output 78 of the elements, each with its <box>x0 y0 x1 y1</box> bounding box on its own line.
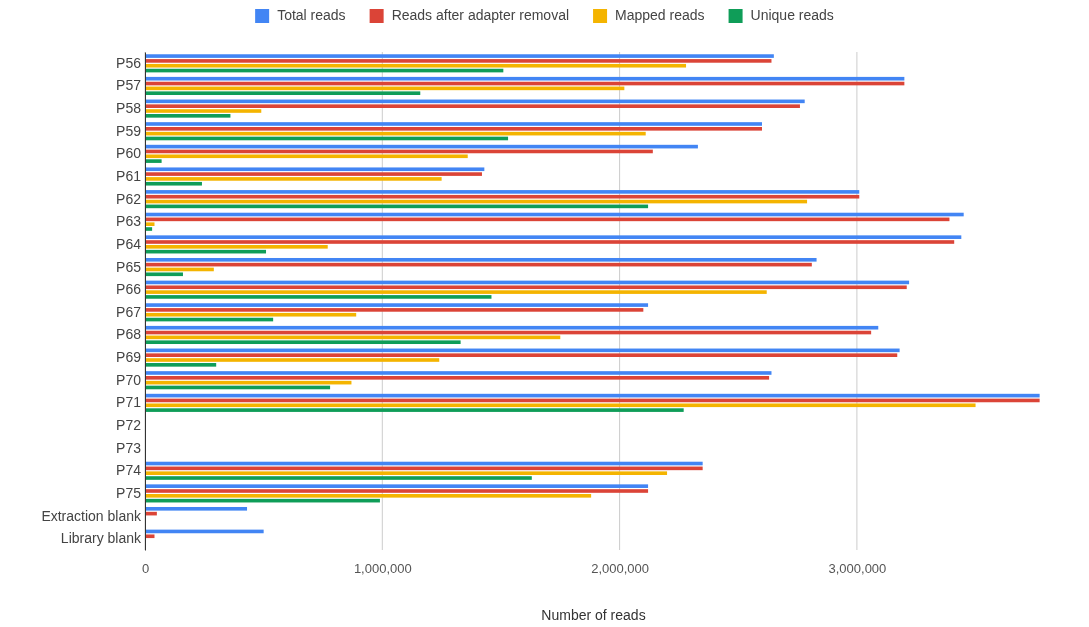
y-tick-label: Library blank <box>60 530 142 547</box>
y-tick-label: P68 <box>116 326 142 343</box>
bar <box>145 506 248 511</box>
y-tick-label: P75 <box>116 484 142 501</box>
bar <box>145 54 774 58</box>
legend-label: Total reads <box>277 7 346 23</box>
y-tick-label: P57 <box>116 77 142 94</box>
bar <box>145 353 898 357</box>
bar <box>145 190 860 194</box>
y-tick-label: P69 <box>116 349 142 366</box>
bar <box>145 235 962 239</box>
bar <box>145 109 262 113</box>
legend-label: Mapped reads <box>615 7 705 23</box>
y-tick-label: P66 <box>116 281 142 298</box>
bar <box>145 154 468 159</box>
bar <box>145 257 817 262</box>
bar <box>145 227 153 231</box>
bar <box>145 59 772 63</box>
y-tick-label: P64 <box>116 235 142 252</box>
bar <box>145 376 770 380</box>
y-tick-label: P71 <box>116 394 142 411</box>
bar <box>145 285 907 290</box>
y-tick-label: P65 <box>116 258 142 275</box>
bar <box>145 114 231 118</box>
bar <box>145 240 955 244</box>
y-tick-label: P72 <box>116 416 142 433</box>
bar <box>145 222 155 226</box>
bar <box>145 534 155 539</box>
bar <box>145 290 767 294</box>
y-tick-label: P73 <box>116 439 142 456</box>
bar <box>145 403 976 408</box>
y-tick-label: Extraction blank <box>41 507 142 524</box>
bar <box>145 245 328 249</box>
legend-label: Unique reads <box>750 7 834 23</box>
bar <box>145 325 879 330</box>
bar <box>145 484 649 488</box>
y-tick-label: P67 <box>116 303 142 320</box>
x-tick-label: 2,000,000 <box>591 561 650 577</box>
bar <box>145 91 421 96</box>
bar <box>145 476 532 480</box>
x-tick-label: 0 <box>141 561 150 577</box>
bar <box>145 371 772 375</box>
bar <box>145 312 357 317</box>
bar <box>145 172 482 176</box>
y-tick-label: P74 <box>116 462 142 479</box>
bar <box>145 76 905 81</box>
y-tick-label: P58 <box>116 100 142 117</box>
bar <box>145 340 461 345</box>
bar <box>145 272 183 277</box>
bar <box>145 159 162 163</box>
bar <box>145 471 668 475</box>
y-tick-label: P63 <box>116 213 142 230</box>
bar <box>145 104 800 108</box>
bar <box>145 303 649 307</box>
legend-label: Reads after adapter removal <box>391 7 570 23</box>
y-tick-label: P56 <box>116 54 142 71</box>
bar <box>145 358 440 362</box>
x-axis-title: Number of reads <box>541 607 646 623</box>
bar <box>145 122 762 126</box>
bar <box>145 295 492 299</box>
y-tick-label: P60 <box>116 145 142 162</box>
bar <box>145 489 649 493</box>
bar <box>145 363 217 367</box>
x-tick-label: 1,000,000 <box>353 561 412 577</box>
bar <box>145 408 684 412</box>
bar <box>145 308 644 312</box>
bar <box>145 127 762 131</box>
bar <box>145 181 202 186</box>
bar <box>145 167 485 172</box>
bar <box>145 494 592 498</box>
y-tick-label: P61 <box>116 167 142 184</box>
y-tick-label: P70 <box>116 371 142 388</box>
x-tick-label: 3,000,000 <box>828 561 887 577</box>
y-tick-label: P59 <box>116 122 142 139</box>
y-tick-label: P62 <box>116 190 142 207</box>
bar <box>145 63 687 68</box>
bar <box>145 177 442 181</box>
bar <box>145 194 860 199</box>
